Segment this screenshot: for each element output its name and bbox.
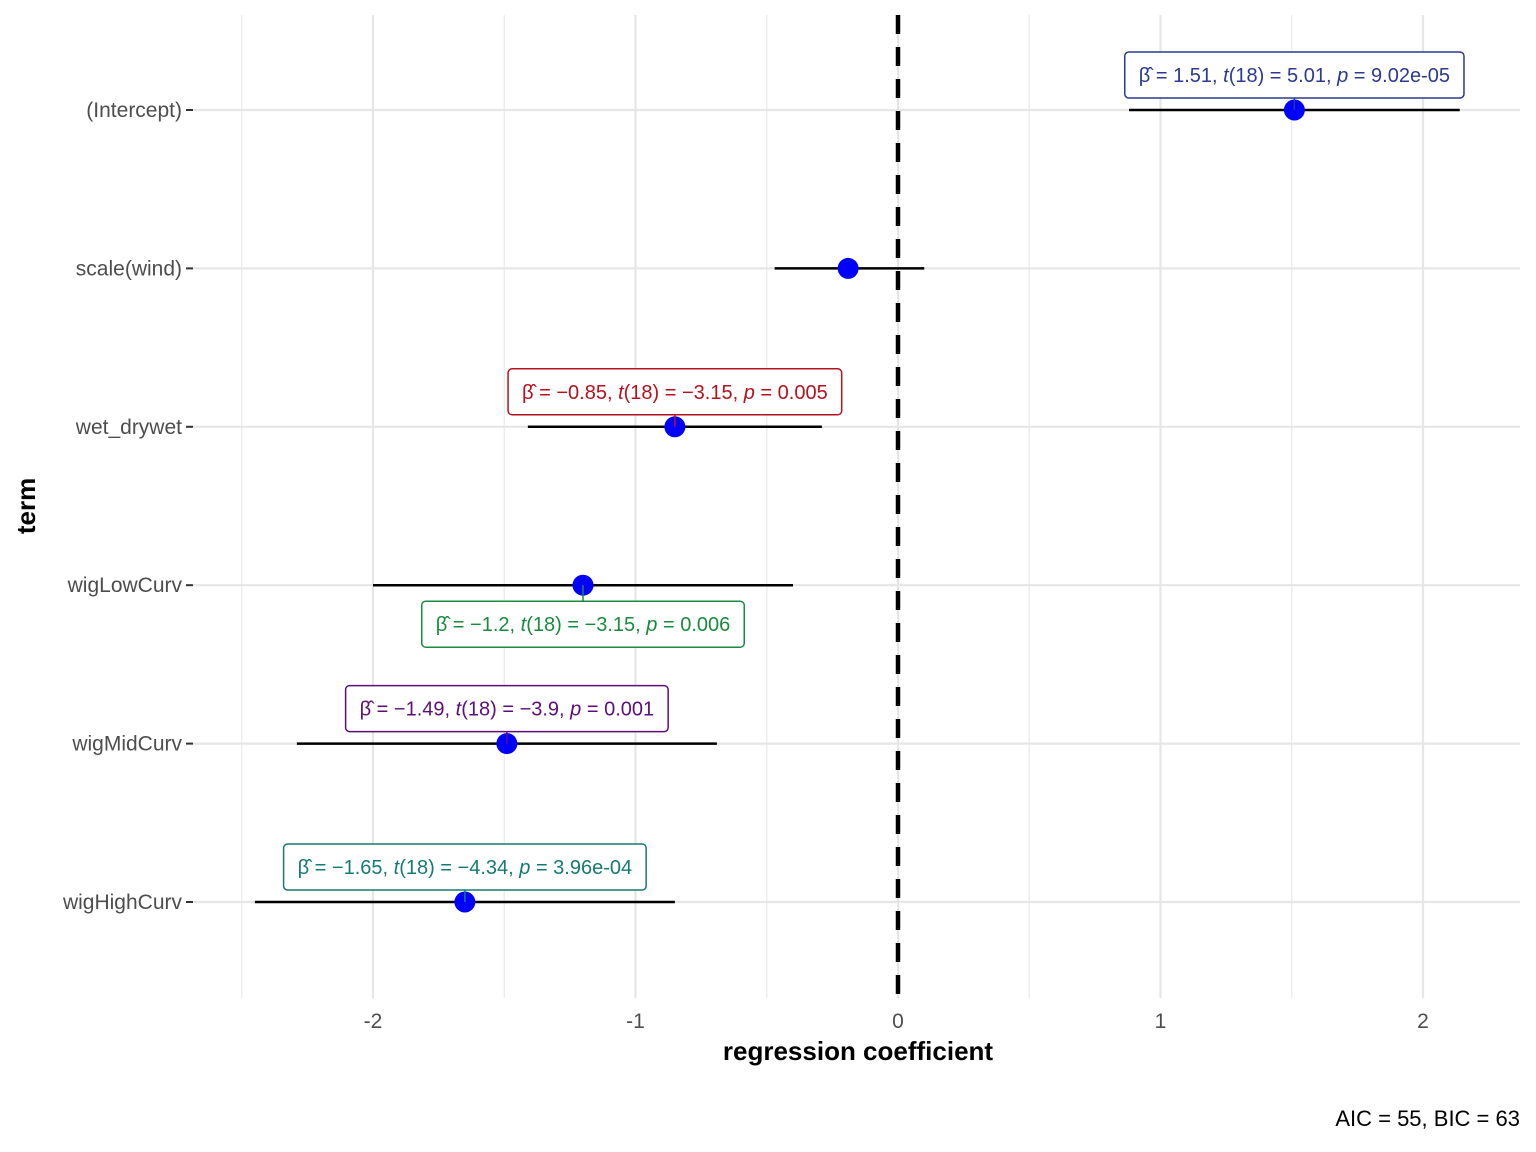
coef-label-text: β̂ = −1.49, t(18) = −3.9, p = 0.001	[360, 699, 655, 721]
y-tick-label: wet_drywet	[75, 416, 182, 439]
x-tick-label: 1	[1155, 1010, 1167, 1033]
coef-label-text: β̂ = −0.85, t(18) = −3.15, p = 0.005	[522, 382, 828, 404]
estimate-labels: β̂ = 1.51, t(18) = 5.01, p = 9.02e-05 β̂ …	[282, 51, 1465, 902]
y-tick-label: wigHighCurv	[62, 891, 183, 914]
x-tick-label: 0	[892, 1010, 904, 1033]
x-tick-label: -2	[364, 1010, 383, 1033]
x-axis: -2 -1 0 1 2	[364, 1010, 1429, 1033]
y-axis: (Intercept) scale(wind) wet_drywet wigLowCu…	[62, 99, 193, 914]
coef-label: β̂ = −1.65, t(18) = −4.34, p = 3.96e-04	[282, 843, 647, 902]
y-tick-label: wigMidCurv	[71, 733, 182, 756]
coef-label-text: β̂ = −1.2, t(18) = −3.15, p = 0.006	[436, 614, 731, 636]
coef-label: β̂ = −0.85, t(18) = −3.15, p = 0.005	[507, 368, 843, 427]
estimate-point	[837, 257, 859, 279]
coef-label: β̂ = −1.49, t(18) = −3.9, p = 0.001	[344, 684, 669, 744]
coef-label-text: β̂ = 1.51, t(18) = 5.01, p = 9.02e-05	[1139, 65, 1450, 87]
y-axis-title: term	[11, 478, 41, 534]
coef-label: β̂ = 1.51, t(18) = 5.01, p = 9.02e-05	[1124, 51, 1465, 110]
x-tick-label: -1	[626, 1010, 645, 1033]
model-fit-caption: AIC = 55, BIC = 63	[1335, 1106, 1520, 1131]
coef-label-text: β̂ = −1.65, t(18) = −4.34, p = 3.96e-04	[298, 857, 633, 879]
y-tick-label: scale(wind)	[76, 257, 182, 280]
x-axis-title: regression coefficient	[723, 1036, 994, 1066]
confidence-intervals	[254, 108, 1460, 904]
y-tick-label: wigLowCurv	[67, 574, 183, 597]
coef-label: β̂ = −1.2, t(18) = −3.15, p = 0.006	[420, 585, 746, 648]
x-tick-label: 2	[1417, 1010, 1429, 1033]
minor-gridlines	[241, 15, 1293, 998]
estimate-points	[454, 99, 1305, 913]
y-tick-label: (Intercept)	[86, 99, 182, 122]
